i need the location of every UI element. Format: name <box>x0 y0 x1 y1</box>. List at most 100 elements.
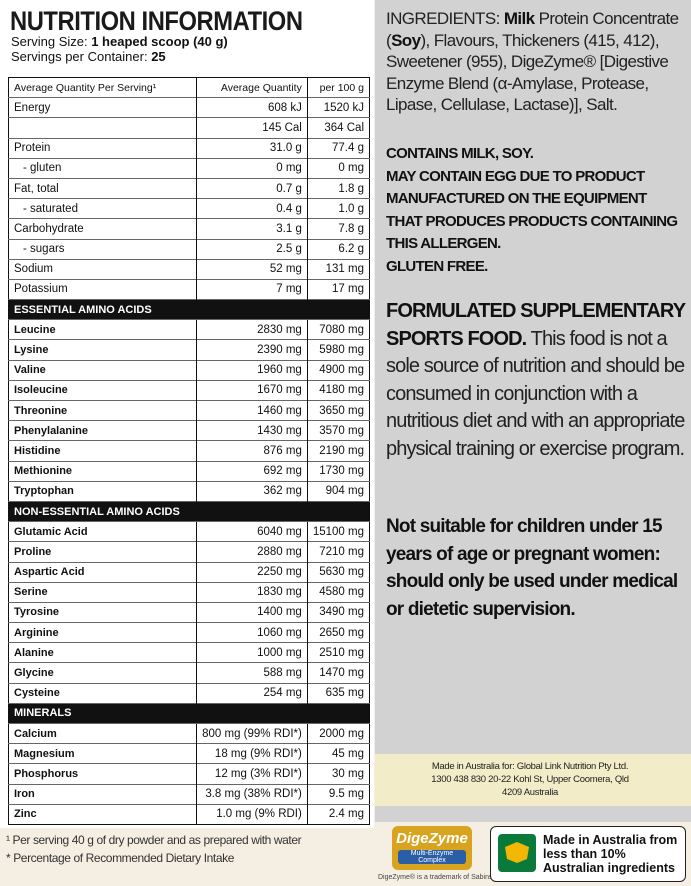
section-row: MINERALS <box>8 702 370 724</box>
row-label: Tyrosine <box>8 601 197 623</box>
label: Serving Size: <box>11 34 88 49</box>
per-serving: 1830 mg <box>196 581 308 603</box>
per-100g: 904 mg <box>306 480 370 502</box>
row: Cysteine 254 mg 635 mg <box>8 682 370 704</box>
per-100g: 4580 mg <box>306 581 370 603</box>
per-100g: 15100 mg <box>306 521 370 542</box>
per-serving: 2250 mg <box>196 561 308 583</box>
row: - sugars 2.5 g 6.2 g <box>8 238 370 260</box>
made-in-box <box>375 754 691 806</box>
row: Arginine 1060 mg 2650 mg <box>8 622 370 643</box>
per-100g: 2650 mg <box>306 622 370 643</box>
per-serving: 1670 mg <box>196 379 308 401</box>
ingredients: INGREDIENTS: Milk Protein Concentrate (S… <box>386 8 686 116</box>
row-label: Potassium <box>8 278 197 300</box>
column-header: Average Quantity Per Serving¹ <box>14 81 157 94</box>
per-100g: 5630 mg <box>306 561 370 583</box>
text: This food is not a sole source of nutrit… <box>386 327 685 460</box>
row-label: Methionine <box>8 460 197 482</box>
per-serving: 7 mg <box>196 278 308 300</box>
column-header: Average Quantity <box>196 77 308 98</box>
header-row: Average Quantity Per Serving¹ Average Qua… <box>9 77 370 98</box>
row-label: Phosphorus <box>8 763 197 785</box>
row-label: Sodium <box>8 258 197 280</box>
section-row: NON-ESSENTIAL AMINO ACIDS <box>8 500 370 522</box>
row: Isoleucine 1670 mg 4180 mg <box>8 379 370 401</box>
row-label: Histidine <box>8 440 197 462</box>
row: Proline 2880 mg 7210 mg <box>8 541 370 562</box>
per-serving: 0.7 g <box>196 177 308 199</box>
per-100g: 3650 mg <box>306 399 370 421</box>
text: CONTAINS MILK, SOY. <box>386 145 534 162</box>
row-label: Proline <box>8 541 197 562</box>
row-label: Arginine <box>8 622 197 643</box>
row: Protein 31.0 g 77.4 g <box>8 137 370 159</box>
row: Aspartic Acid 2250 mg 5630 mg <box>8 561 370 583</box>
row-label: Zinc <box>8 803 197 825</box>
row: Phenylalanine 1430 mg 3570 mg <box>8 420 370 441</box>
row: Serine 1830 mg 4580 mg <box>8 581 370 603</box>
row-label: - sugars <box>8 238 197 260</box>
per-serving: 0.4 g <box>196 198 308 219</box>
section-title: NON-ESSENTIAL AMINO ACIDS <box>8 500 370 522</box>
per-100g: 364 Cal <box>306 117 370 139</box>
per-100g: 5980 mg <box>306 339 370 361</box>
row: Threonine 1460 mg 3650 mg <box>8 399 370 421</box>
heading: FORMULATED SUPPLEMENTARY SPORTS FOOD. <box>386 300 686 350</box>
row: Histidine 876 mg 2190 mg <box>8 440 370 462</box>
badge-text: Made in Australia from less than 10% Aus… <box>543 833 678 875</box>
per-100g: 2000 mg <box>306 722 370 744</box>
text: ), Flavours, Thickeners (415, 412), Swee… <box>386 30 669 115</box>
per-100g: 6.2 g <box>306 238 370 260</box>
title: NUTRITION INFORMATION <box>10 6 303 36</box>
per-serving: 800 mg (99% RDI*) <box>196 722 308 744</box>
row-label: Energy <box>8 97 197 118</box>
per-serving: 254 mg <box>196 682 308 704</box>
per-serving: 2830 mg <box>196 319 308 340</box>
section-row: ESSENTIAL AMINO ACIDS <box>8 299 370 320</box>
row-label: Glycine <box>8 662 197 684</box>
row-label: Magnesium <box>8 743 197 764</box>
row: Carbohydrate 3.1 g 7.8 g <box>8 218 370 239</box>
row: Glycine 588 mg 1470 mg <box>8 662 370 684</box>
per-serving: 876 mg <box>196 440 308 462</box>
row: Leucine 2830 mg 7080 mg <box>8 319 370 340</box>
per-100g: 9.5 mg <box>306 783 370 805</box>
per-serving: 52 mg <box>196 258 308 280</box>
made-in: Made in Australia for: Global Link Nutri… <box>431 761 629 798</box>
row-label: Valine <box>8 359 197 381</box>
per-serving: 145 Cal <box>196 117 308 139</box>
per-serving: 6040 mg <box>196 521 308 542</box>
australia-badge: Made in Australia from less than 10% Aus… <box>490 826 686 882</box>
per-serving: 608 kJ <box>196 97 308 118</box>
row: Iron 3.8 mg (38% RDI*) 9.5 mg <box>8 783 370 805</box>
footnote: ¹ Per serving 40 g of dry powder and as … <box>6 833 302 847</box>
warning: Not suitable for children under 15 years… <box>386 516 678 620</box>
row: Tyrosine 1400 mg 3490 mg <box>8 601 370 623</box>
row: Energy 608 kJ 1520 kJ <box>8 97 370 118</box>
per-100g: 1.8 g <box>306 177 370 199</box>
text: Protein Concentrate ( <box>386 9 679 50</box>
row-label: Protein <box>8 137 197 159</box>
per-100g: 30 mg <box>306 763 370 785</box>
row: Zinc 1.0 mg (9% RDI) 2.4 mg <box>8 803 370 825</box>
row-label: Calcium <box>8 722 197 744</box>
row: - saturated 0.4 g 1.0 g <box>8 198 370 219</box>
row-label: Fat, total <box>8 177 197 199</box>
per-100g: 7.8 g <box>306 218 370 239</box>
row: 145 Cal 364 Cal <box>8 117 370 139</box>
per-serving: 2390 mg <box>196 339 308 361</box>
row-label: Serine <box>8 581 197 603</box>
row-label: Leucine <box>8 319 197 340</box>
per-100g: 2190 mg <box>306 440 370 462</box>
row-label: Iron <box>8 783 197 805</box>
logo-text: DigeZyme <box>396 830 468 847</box>
row-label: Threonine <box>8 399 197 421</box>
badge-icon <box>498 834 536 872</box>
row: Magnesium 18 mg (9% RDI*) 45 mg <box>8 743 370 764</box>
section-title: ESSENTIAL AMINO ACIDS <box>8 299 370 320</box>
per-serving: 1060 mg <box>196 622 308 643</box>
row: Fat, total 0.7 g 1.8 g <box>8 177 370 199</box>
per-serving: 18 mg (9% RDI*) <box>196 743 308 764</box>
